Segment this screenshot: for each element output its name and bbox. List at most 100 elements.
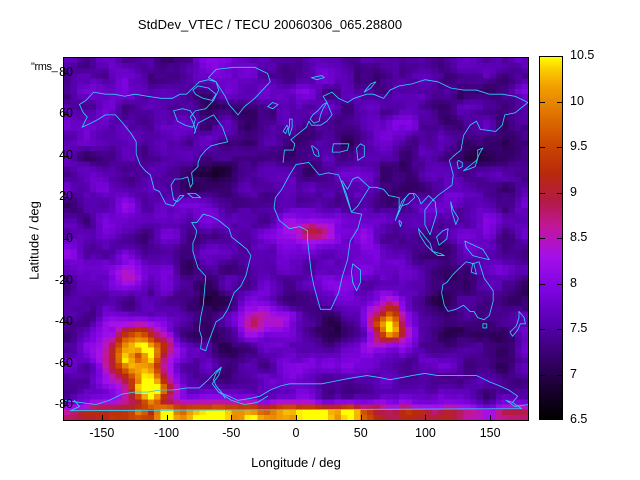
colorbar-tick-mark <box>540 102 545 103</box>
y-tick-label: 0 <box>66 231 73 245</box>
colorbar-tick-mark <box>557 147 562 148</box>
colorbar-tick-label: 8.5 <box>570 230 588 244</box>
colorbar-tick-label: 7 <box>570 366 577 381</box>
coastline-path <box>311 146 319 156</box>
x-tick-label: 150 <box>479 426 501 440</box>
colorbar-tick-mark <box>557 193 562 194</box>
coastline-path <box>274 162 362 309</box>
coastline-path <box>192 214 251 351</box>
x-tick-mark <box>296 415 297 420</box>
y-tick-mark <box>64 281 69 282</box>
coastline-path <box>483 324 487 328</box>
x-tick-mark <box>490 415 491 420</box>
x-tick-mark <box>425 415 426 420</box>
coastline-path <box>79 80 227 206</box>
colorbar-tick-mark <box>540 329 545 330</box>
coastline-path <box>193 86 216 100</box>
colorbar[interactable] <box>539 56 563 420</box>
y-tick-mark <box>64 197 69 198</box>
heatmap-canvas <box>64 58 528 420</box>
y-axis-title: Latitude / deg <box>26 201 42 280</box>
coastline-path <box>188 193 201 197</box>
stray-label-artifact: "rms_ <box>31 61 58 73</box>
x-tick-mark <box>361 415 362 420</box>
x-tick-label: -150 <box>89 426 115 440</box>
coastline-path <box>369 102 528 234</box>
y-tick-label: 80 <box>59 64 73 79</box>
coastline-path <box>268 102 278 108</box>
coastline-path <box>283 80 528 163</box>
x-tick-mark <box>102 415 103 420</box>
colorbar-tick-label: 9.5 <box>570 139 588 153</box>
colorbar-tick-label: 10.5 <box>570 48 595 62</box>
coastline-path <box>399 193 414 212</box>
coastline-path <box>219 392 268 404</box>
coastline-path <box>208 67 270 115</box>
x-tick-label: -50 <box>222 426 241 440</box>
colorbar-tick-mark <box>540 284 545 285</box>
y-tick-label: -60 <box>54 355 73 370</box>
y-tick-label: 40 <box>59 147 73 162</box>
colorbar-tick-mark <box>557 102 562 103</box>
colorbar-tick-label: 10 <box>570 93 584 108</box>
coastline-path <box>174 109 196 128</box>
colorbar-tick-mark <box>540 193 545 194</box>
coastline-path <box>332 144 349 152</box>
colorbar-tick-mark <box>540 238 545 239</box>
coastline-overlay <box>64 58 528 420</box>
colorbar-tick-label: 8 <box>570 275 577 290</box>
colorbar-tick-mark <box>557 375 562 376</box>
coastline-path <box>442 262 494 320</box>
coastline-path <box>311 76 324 80</box>
coastline-path <box>288 119 292 136</box>
colorbar-tick-label: 7.5 <box>570 321 588 335</box>
colorbar-tick-label: 6.5 <box>570 412 588 426</box>
y-tick-label: 60 <box>33 106 73 120</box>
y-tick-label: -80 <box>54 397 73 412</box>
coastline-path <box>357 144 365 161</box>
x-tick-label: 100 <box>415 426 436 440</box>
colorbar-tick-mark <box>540 375 545 376</box>
coastline-path <box>399 220 402 226</box>
coastline-path <box>510 311 525 336</box>
x-axis-title: Longitude / deg <box>251 455 341 470</box>
coastline-path <box>283 125 288 133</box>
coastline-path <box>457 160 462 168</box>
x-tick-label: 0 <box>292 426 300 440</box>
y-tick-mark <box>64 156 69 157</box>
coastline-path <box>464 148 483 171</box>
coastline-path <box>364 82 376 92</box>
colorbar-tick-mark <box>557 238 562 239</box>
coastline-path <box>310 102 327 123</box>
coastline-path <box>465 241 489 260</box>
colorbar-tick-label: 9 <box>570 184 577 199</box>
colorbar-tick-mark <box>557 329 562 330</box>
colorbar-tick-mark <box>557 284 562 285</box>
coastline-path <box>64 367 528 406</box>
page-title: StdDev_VTEC / TECU 20060306_065.28800 <box>137 17 403 32</box>
y-tick-mark <box>64 73 69 74</box>
y-tick-label: 20 <box>59 189 73 204</box>
coastline-path <box>70 400 521 410</box>
coastline-path <box>351 264 360 291</box>
x-tick-mark <box>167 415 168 420</box>
coastline-path <box>451 202 459 225</box>
colorbar-tick-mark <box>540 147 545 148</box>
heatmap-plot-area[interactable] <box>63 57 529 421</box>
x-tick-label: -100 <box>154 426 180 440</box>
coastline-path <box>433 251 445 255</box>
coastline-path <box>436 229 448 246</box>
y-tick-mark <box>64 322 69 323</box>
y-tick-label: -20 <box>54 272 73 287</box>
coastline-path <box>214 367 226 398</box>
y-tick-mark <box>64 114 69 115</box>
coastline-path <box>341 177 369 212</box>
y-tick-mark <box>64 364 69 365</box>
colorbar-gradient <box>540 57 562 419</box>
x-tick-label: 50 <box>353 426 368 440</box>
y-tick-mark <box>64 405 69 406</box>
y-tick-mark <box>64 239 69 240</box>
y-tick-label: -40 <box>33 314 73 328</box>
x-tick-mark <box>231 415 232 420</box>
